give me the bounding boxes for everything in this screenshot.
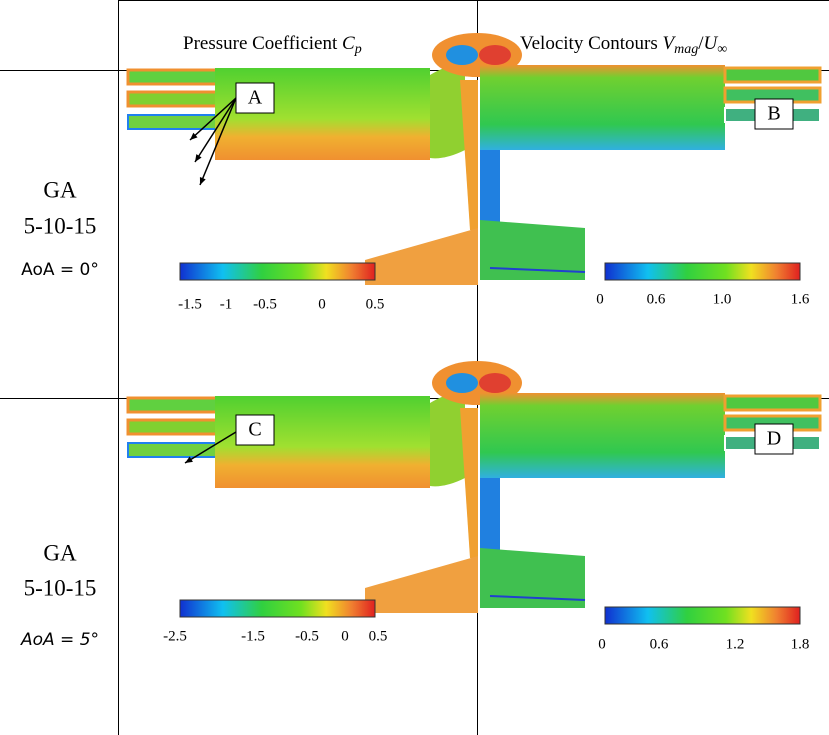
aoa-label: AoA = 0° <box>21 260 99 280</box>
colorbar <box>605 607 800 624</box>
callout-label: B <box>767 103 780 125</box>
column-header: Velocity Contours Vmag/U∞ <box>520 33 727 57</box>
callout-label: A <box>248 87 263 109</box>
aoa-label: AoA = 5° <box>20 630 99 650</box>
row-label: 5-10-15 <box>24 213 97 238</box>
colorbar-tick-label: 0.5 <box>366 296 385 312</box>
callout-label: D <box>767 428 781 450</box>
colorbar-tick-label: 1.0 <box>713 291 732 307</box>
arrow-head <box>200 177 206 185</box>
cfd-image <box>128 361 820 613</box>
colorbar-tick-label: 0.5 <box>369 628 388 644</box>
column-header: Pressure Coefficient Cp <box>183 33 362 57</box>
colorbar-tick-label: 0 <box>598 636 606 652</box>
colorbar-tick-label: -0.5 <box>253 296 277 312</box>
row-label: GA <box>43 177 77 202</box>
cfd-image <box>128 33 820 285</box>
colorbar-tick-label: -0.5 <box>295 628 319 644</box>
callout-label: C <box>248 419 261 441</box>
colorbar <box>180 600 375 617</box>
colorbar-tick-label: -1.5 <box>178 296 202 312</box>
colorbar <box>180 263 375 280</box>
row-label: GA <box>43 540 77 565</box>
row-label: 5-10-15 <box>24 575 97 600</box>
colorbar-tick-label: 1.2 <box>726 636 745 652</box>
colorbar-tick-label: 0 <box>318 296 326 312</box>
colorbar-tick-label: 0 <box>596 291 604 307</box>
colorbar-tick-label: -1.5 <box>241 628 265 644</box>
colorbar-tick-label: 0.6 <box>650 636 669 652</box>
colorbar-tick-label: 0.6 <box>647 291 666 307</box>
colorbar-tick-label: -2.5 <box>163 628 187 644</box>
arrow-head <box>195 154 202 162</box>
colorbar-tick-label: 0 <box>341 628 349 644</box>
colorbar <box>605 263 800 280</box>
colorbar-tick-label: 1.6 <box>791 291 810 307</box>
colorbar-tick-label: 1.8 <box>791 636 810 652</box>
colorbar-tick-label: -1 <box>220 296 233 312</box>
figure: Pressure Coefficient Cp Velocity Contour… <box>0 0 829 735</box>
